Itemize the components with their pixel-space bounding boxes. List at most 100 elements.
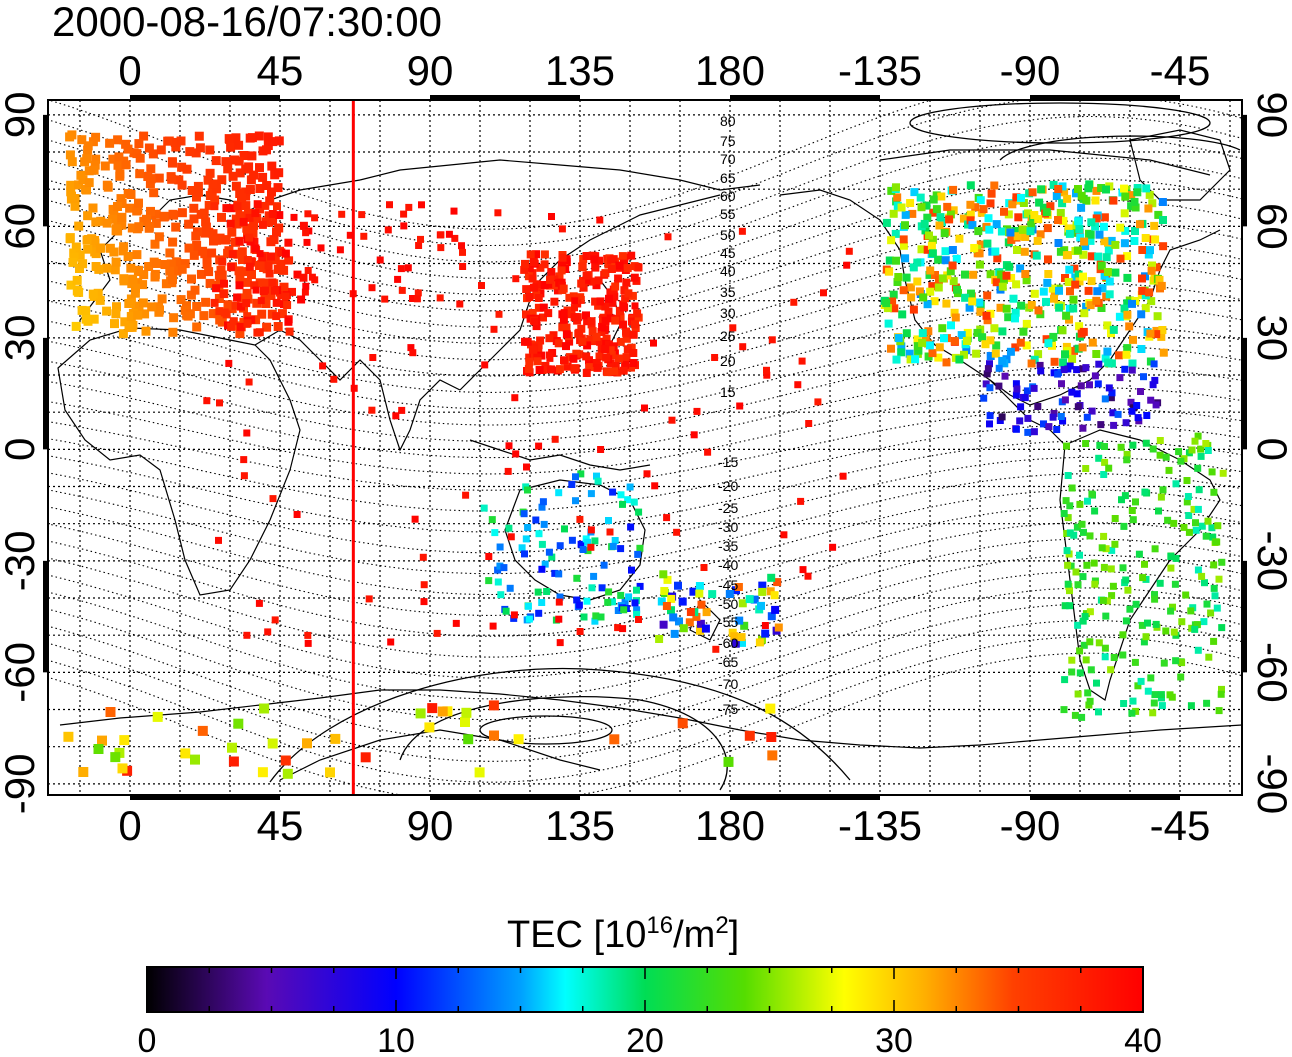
tec-cell [582,276,591,284]
tec-cell [979,205,988,214]
tec-cell [1016,264,1025,273]
tec-cell [204,200,214,210]
tec-cell [607,265,616,273]
coastline-segment [79,179,361,321]
mag-lat-label: 45 [720,245,736,261]
mag-lat-label: -75 [718,701,738,717]
tec-cell [605,517,612,524]
tec-cell [1131,658,1139,666]
tec-cell [799,566,807,574]
tec-cell [982,311,991,320]
tec-cell [233,293,242,302]
tec-cell [1183,477,1191,484]
tec-cell [1108,389,1116,397]
tec-cell [214,294,224,303]
tec-cell [601,302,610,311]
tec-cell [108,154,118,164]
tec-cell [228,756,239,767]
tec-cell [1202,532,1210,540]
tec-cell [174,175,184,185]
tec-cell [540,520,548,528]
tec-cell [126,190,136,199]
magnetic-latitude-contour [48,178,1242,312]
tec-cell [1197,445,1205,453]
tec-cell [360,232,368,240]
tec-cell [596,216,604,224]
tec-cell [524,524,532,531]
tec-cell [276,259,286,269]
tec-cell [338,210,346,218]
lat-tick-label-right: 90 [1249,92,1292,139]
tec-cell [114,152,124,162]
tec-cell [302,282,310,290]
tec-cell [1148,261,1156,270]
tec-cell [272,227,281,237]
tec-cell [591,263,600,272]
tec-cell [133,265,143,275]
tec-cell [1111,268,1120,277]
tec-cell [217,317,227,327]
tec-cell [1123,310,1132,319]
tec-cell [1134,414,1142,422]
mag-lat-label: -60 [718,635,738,651]
tec-cell [427,703,438,714]
tec-cell [1147,266,1156,275]
tec-cell [1208,468,1216,476]
tec-cell [1127,398,1135,406]
tec-cell [909,305,918,314]
tec-cell [1102,185,1110,194]
tec-cell [571,304,578,312]
tec-cell [679,624,688,633]
tec-cell [1102,253,1111,262]
tec-cell [1178,618,1186,626]
tec-cell [512,275,520,283]
tec-cell [240,456,248,464]
tec-cell [251,315,261,325]
tec-cell [1035,198,1044,207]
tec-cell [462,491,470,499]
tec-cell [545,548,553,556]
tec-cell [1123,450,1131,458]
tec-cell [973,328,982,337]
tec-cell [152,259,161,268]
tec-cell [711,354,719,361]
tec-cell [949,277,958,286]
tec-cell [1054,216,1062,224]
tec-cell [587,277,596,286]
tec-cell [1088,338,1097,347]
tec-cell [285,327,294,336]
tec-cell [934,283,943,292]
tec-cell [592,359,601,367]
tec-cell [882,218,891,227]
tec-cell [1101,653,1109,661]
tec-cell [723,756,734,767]
tec-cell [576,628,584,635]
tec-cell [1200,618,1208,626]
tec-cell [459,248,466,256]
tec-cell [437,231,445,239]
tec-cell [938,274,947,283]
tec-cell [1083,561,1091,569]
tec-cell [1066,502,1074,510]
tec-cell [534,341,543,350]
tec-cell [925,231,933,240]
tec-cell [1076,647,1084,655]
tec-cell [894,273,903,281]
tec-cell [1079,424,1087,432]
tec-cell [208,309,218,319]
tec-cell [522,535,530,543]
tec-cell [184,219,194,229]
tec-cell [81,314,91,324]
tec-cell [119,242,129,252]
tec-cell [580,613,588,621]
coastline-segment [469,439,651,471]
tec-cell [1077,382,1085,390]
tec-cell [404,264,412,272]
tec-cell [111,309,121,319]
tec-cell [81,306,91,316]
tec-cell [330,375,338,383]
tec-cell [571,297,579,305]
tec-cell [983,370,991,378]
tec-cell [194,131,204,141]
tec-cell [236,322,245,331]
